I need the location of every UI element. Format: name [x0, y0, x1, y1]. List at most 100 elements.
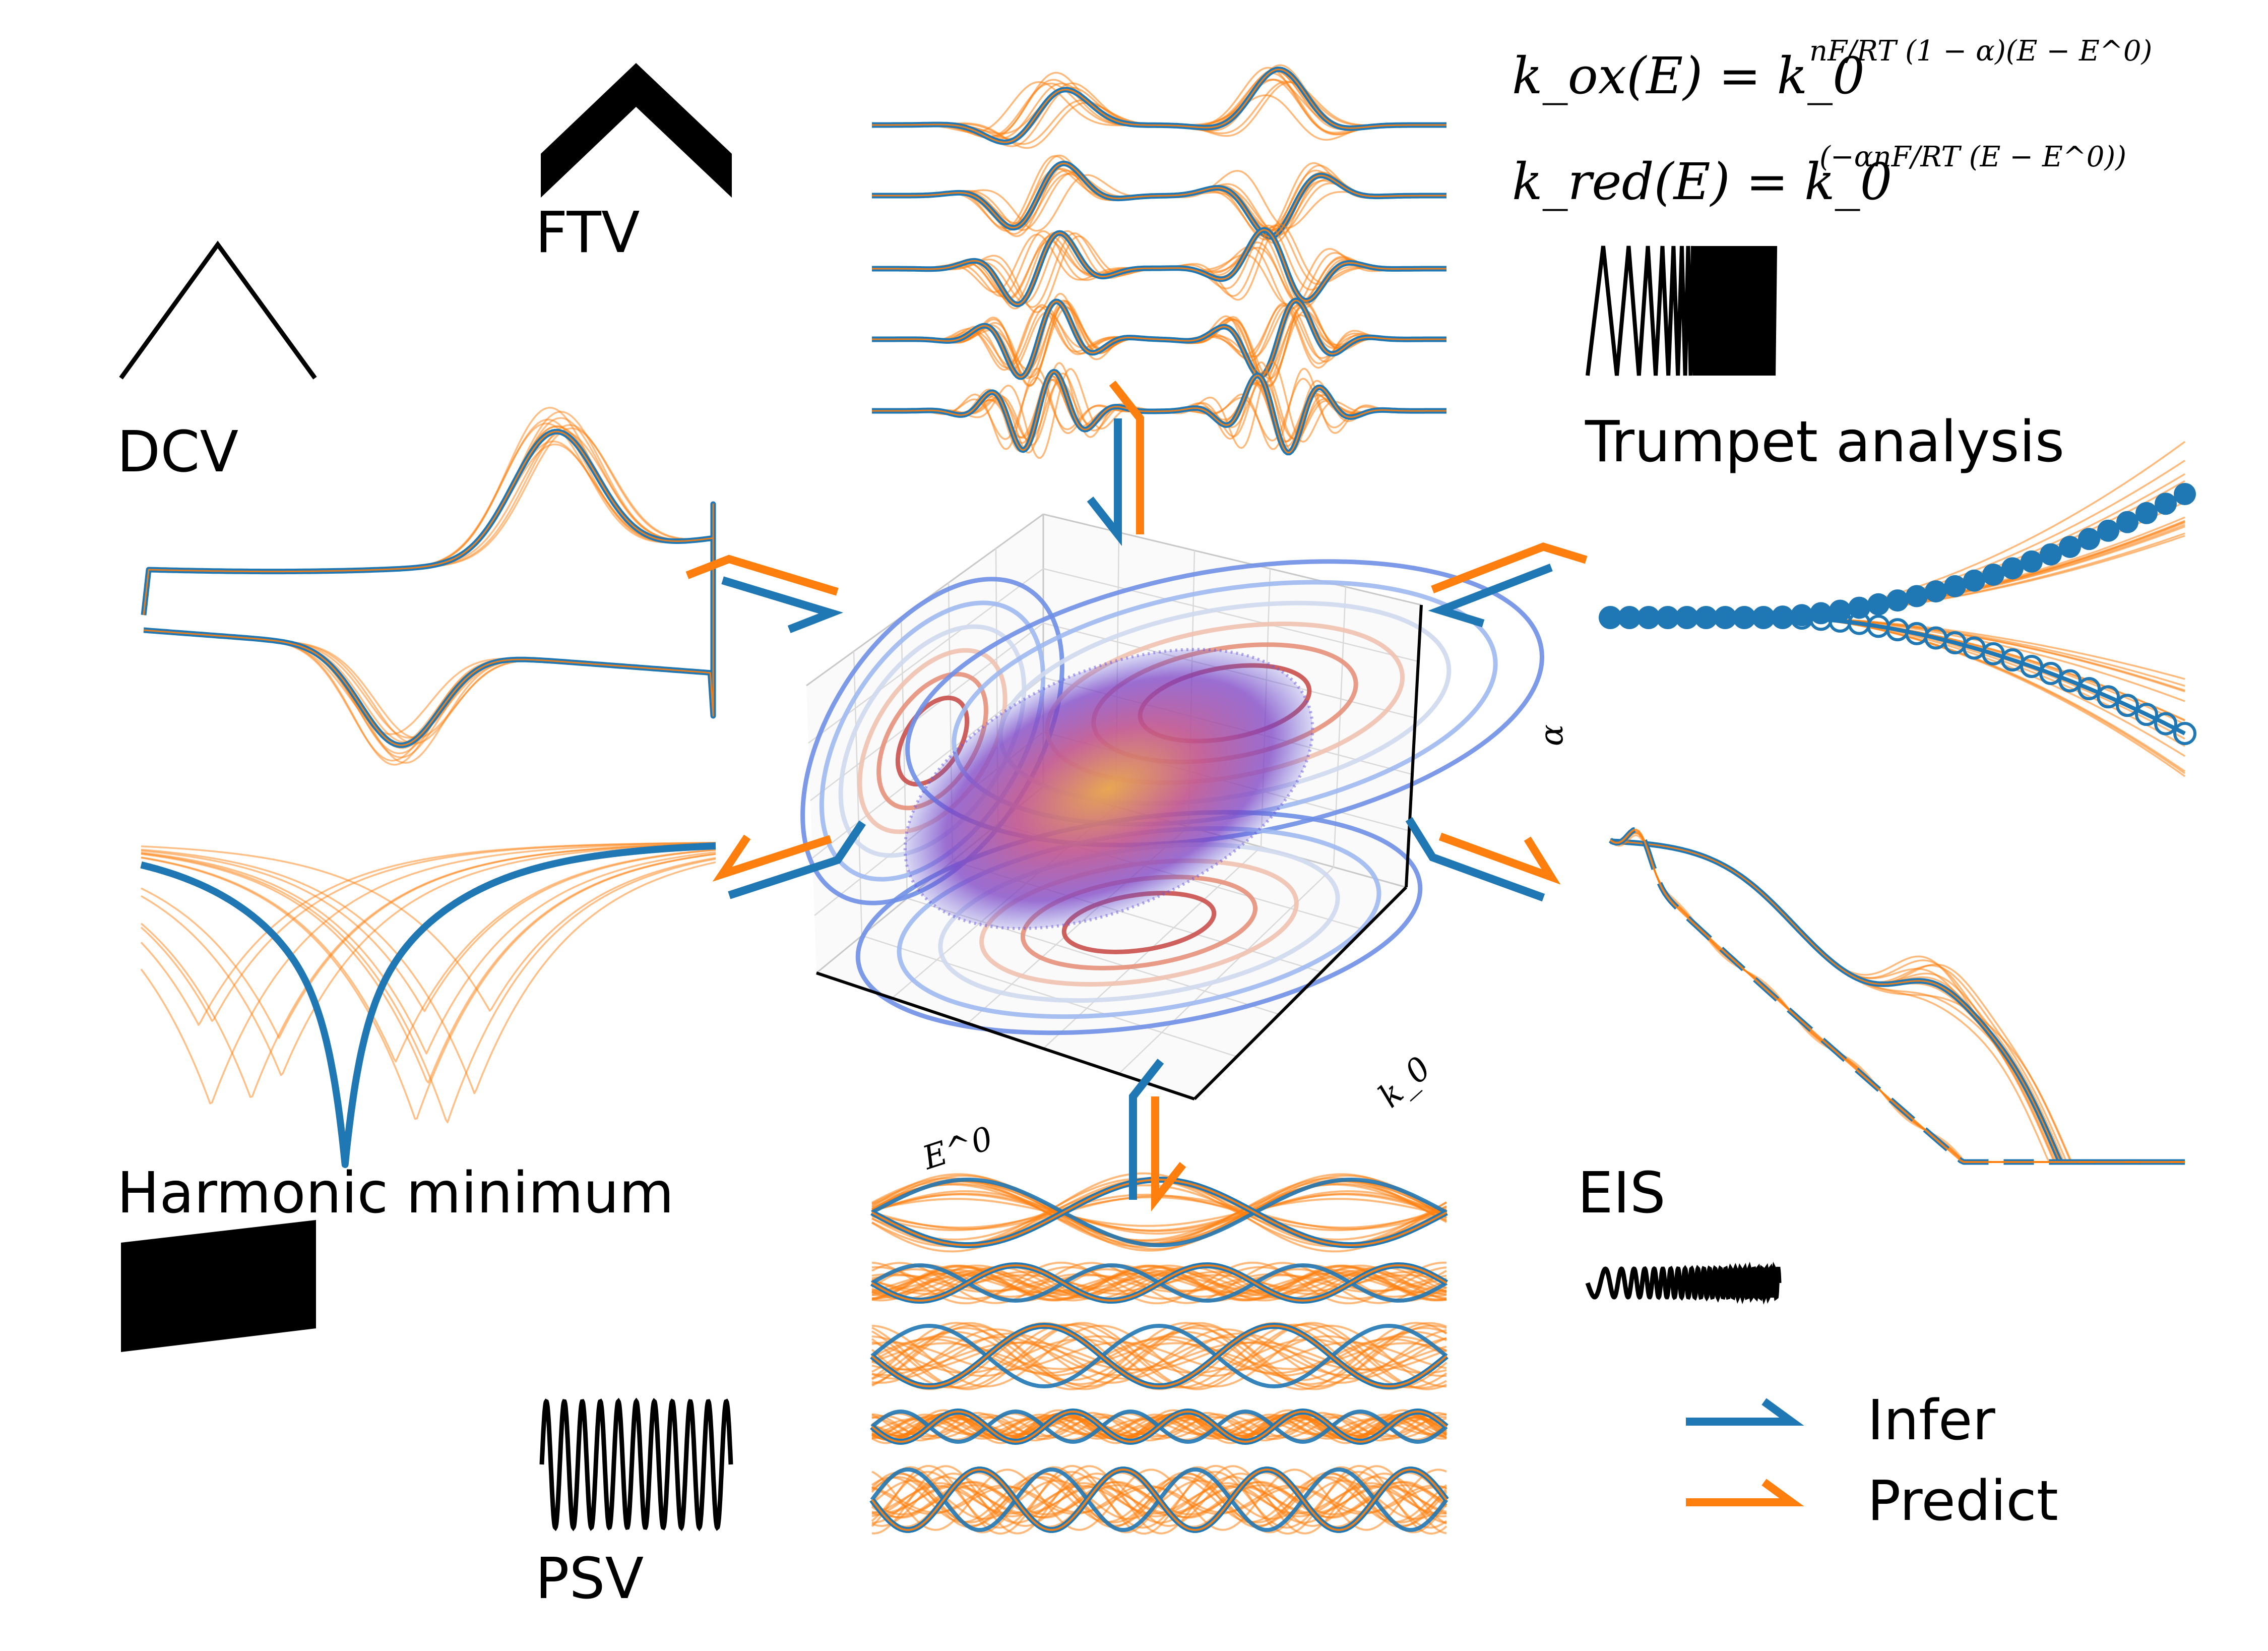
- harmonic-predict-trace: [141, 843, 716, 1039]
- psv-predict-trace: [871, 1274, 1447, 1292]
- eis-predict-trace: [1609, 828, 2185, 1163]
- trumpet-oxidation-point: [1733, 606, 1755, 629]
- harmonic-predict-trace: [141, 843, 716, 1076]
- predict-arrow: [685, 555, 839, 596]
- trumpet-oxidation-point: [1714, 606, 1736, 629]
- trumpet-oxidation-point: [1599, 606, 1621, 629]
- infer-arrow: [721, 576, 844, 633]
- predict-arrow: [1431, 542, 1588, 593]
- ftv-predict-trace: [872, 163, 1446, 241]
- eis-predict-trace: [1610, 840, 2185, 1163]
- ftv-predict-trace: [872, 163, 1446, 244]
- legend-predict: Predict: [1686, 1469, 2058, 1533]
- ftv-predict-trace: [872, 171, 1446, 236]
- psv-predict-trace: [871, 1261, 1447, 1305]
- psv-predict-trace: [871, 1485, 1447, 1514]
- trumpet-oxidation-point: [1810, 602, 1832, 625]
- ftv-predict-trace: [872, 371, 1446, 454]
- kred-equation: k_red(E) = k_0 (−αnF/RT (E − E^0)): [1512, 141, 2126, 211]
- trumpet-predict-trace: [1610, 617, 2185, 747]
- ftv-predict-trace: [872, 81, 1446, 141]
- psv-predict-trace: [871, 1485, 1447, 1515]
- infer-arrow: [1428, 564, 1553, 628]
- kox-equation: k_ox(E) = k_0 nF/RT (1 − α)(E − E^0): [1512, 35, 2152, 105]
- eis-predict-trace: [1610, 840, 2185, 1163]
- eis-predict-trace: [1610, 840, 2185, 1163]
- psv-predict-trace: [871, 1264, 1447, 1302]
- dcv-predict-trace: [143, 443, 714, 755]
- ftv-predict-trace: [872, 64, 1446, 147]
- trumpet-oxidation-point: [1963, 569, 1985, 592]
- eis-predict-trace: [1610, 840, 2185, 1163]
- eis-predict-trace: [1609, 834, 2185, 1163]
- trumpet-reduction-point: [2173, 722, 2196, 745]
- psv-predict-trace: [871, 1323, 1447, 1389]
- trumpet-analysis-label: Trumpet analysis: [1585, 409, 2064, 475]
- harmonic-predict-trace: [141, 845, 716, 1012]
- e0-axis-label: E^0: [918, 1120, 997, 1177]
- ftv-infer-trace: [871, 227, 1447, 308]
- trumpet-oxidation-point: [1982, 563, 2004, 586]
- trumpet-oxidation-point: [1925, 580, 1947, 603]
- trumpet-oxidation-point: [1906, 585, 1928, 607]
- trumpet-oxidation-point: [2021, 550, 2043, 573]
- trumpet-reduction-point: [2097, 685, 2120, 709]
- harmonic-infer-trace: [139, 842, 718, 1168]
- trumpet-oxidation-point: [2174, 483, 2196, 505]
- eis-predict-trace: [1609, 832, 2185, 1163]
- trumpet-oxidation-point: [2135, 502, 2158, 524]
- psv-predict-trace: [871, 1262, 1447, 1304]
- psv-harmonics-panel: [869, 1172, 1449, 1535]
- eis-predict-trace: [1609, 830, 2185, 1163]
- ftv-infer-trace: [871, 160, 1447, 240]
- trumpet-oxidation-point: [2040, 543, 2062, 566]
- eis-waveform-icon: [1585, 1261, 1782, 1305]
- grid-line: [1043, 568, 1419, 662]
- trumpet-oxidation-point: [2097, 519, 2119, 542]
- ftv-predict-trace: [872, 299, 1446, 378]
- ftv-predict-trace: [872, 69, 1446, 143]
- trumpet-reduction-point: [2039, 661, 2062, 685]
- eis-predict-trace: [1610, 840, 2185, 1163]
- psv-predict-trace: [871, 1175, 1447, 1250]
- eis-infer-trace: [1610, 838, 2185, 1165]
- ftv-predict-trace: [872, 304, 1446, 367]
- psv-predict-trace: [871, 1173, 1447, 1252]
- harmonic-predict-trace: [141, 851, 716, 1055]
- psv-predict-trace: [871, 1325, 1447, 1387]
- ftv-predict-trace: [872, 167, 1446, 232]
- eis-predict-trace: [1610, 840, 2185, 1163]
- trumpet-oxidation-point: [2059, 535, 2081, 558]
- eis-predict-trace: [1610, 840, 2185, 1163]
- psv-predict-trace: [871, 1266, 1447, 1300]
- harmonic-predict-trace: [141, 848, 716, 1094]
- trumpet-oxidation-point: [1944, 575, 1966, 597]
- grid-line: [810, 623, 1044, 801]
- eis-predict-trace: [1610, 840, 2185, 1163]
- eis-plot-panel: [1609, 827, 2185, 1165]
- infer-arrow: [1405, 817, 1545, 902]
- ftv-infer-trace: [871, 67, 1447, 145]
- dcv-predict-trace: [143, 431, 714, 746]
- k0-axis-label: k_0: [1371, 1050, 1438, 1115]
- psv-predict-trace: [871, 1411, 1447, 1443]
- trumpet-reduction-point: [2116, 694, 2139, 717]
- alpha-axis-label: α: [1533, 724, 1570, 746]
- legend-predict-label: Predict: [1867, 1469, 2058, 1533]
- ftv-predict-trace: [872, 229, 1446, 305]
- infer-predict-arrows: [685, 381, 1588, 1212]
- ftv-predict-trace: [872, 240, 1446, 303]
- kred-equation-exponent: (−αnF/RT (E − E^0)): [1819, 141, 2126, 173]
- ftv-label: FTV: [535, 200, 640, 266]
- psv-waveform-icon: [539, 1397, 733, 1532]
- legend-infer: Infer: [1686, 1388, 1996, 1452]
- trumpet-oxidation-point: [1657, 606, 1679, 629]
- eis-predict-trace: [1610, 840, 2185, 1163]
- psv-predict-trace: [871, 1183, 1447, 1242]
- harmonic-predict-trace: [141, 852, 716, 1124]
- psv-predict-trace: [871, 1264, 1447, 1302]
- legend-infer-label: Infer: [1867, 1388, 1996, 1452]
- ftv-predict-trace: [872, 80, 1446, 145]
- psv-predict-trace: [871, 1266, 1447, 1300]
- eis-predict-trace: [1609, 832, 2185, 1163]
